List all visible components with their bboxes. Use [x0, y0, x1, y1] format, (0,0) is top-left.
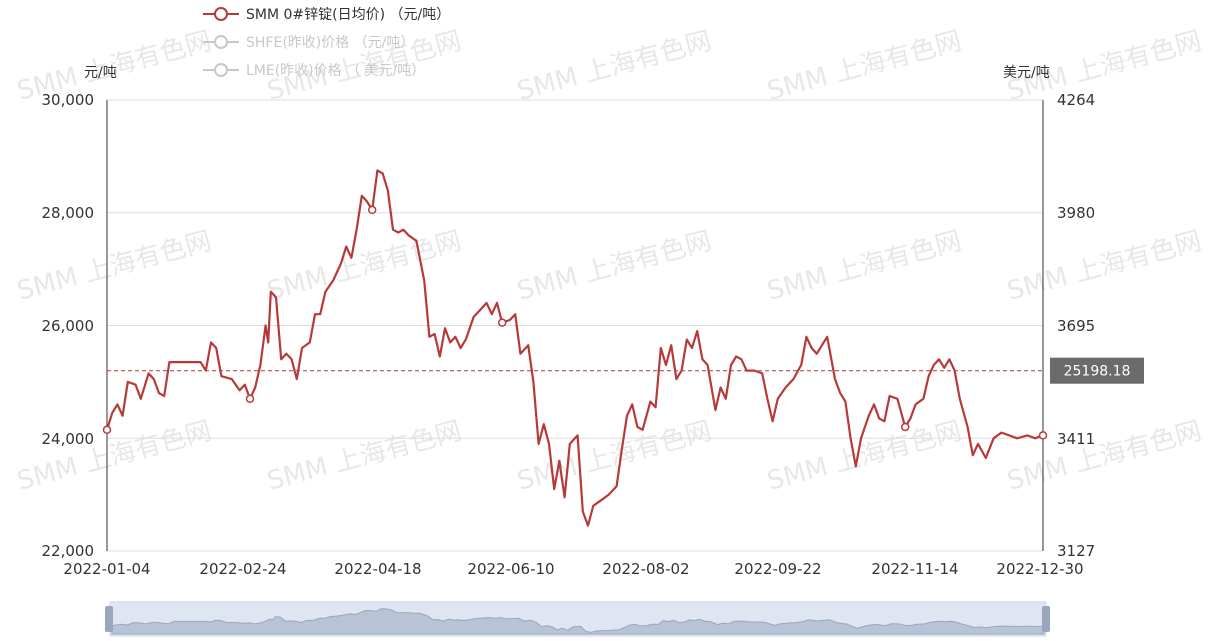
legend-marker-lme — [214, 63, 228, 77]
average-mark-badge — [1050, 357, 1144, 384]
series-markers — [102, 205, 1048, 440]
left-axis-unit: 元/吨 — [84, 65, 117, 81]
legend-marker-smm — [214, 7, 228, 21]
series-line-smm — [105, 169, 1044, 527]
x-tick-labels: 2022-01-04 2022-02-24 2022-04-18 2022-06… — [63, 560, 1083, 578]
right-tick-label: 3127 — [1057, 542, 1095, 560]
legend-item-smm[interactable]: SMM 0#锌锭(日均价) （元/吨） — [203, 7, 450, 23]
right-tick-label: 3695 — [1057, 317, 1095, 335]
watermark-text: SMM 上海有色网 — [14, 226, 215, 307]
x-tick-label: 2022-08-02 — [602, 560, 689, 578]
watermark-text: SMM 上海有色网 — [514, 226, 715, 307]
series-point — [900, 422, 910, 432]
average-mark-label: 25198.18 — [1064, 364, 1131, 380]
watermark-text: SMM 上海有色网 — [1004, 416, 1205, 497]
legend-label-lme: LME(昨收)价格 （ 美元/吨） — [246, 63, 425, 79]
right-tick-label: 4264 — [1057, 91, 1095, 109]
watermark-text: SMM 上海有色网 — [764, 26, 965, 107]
x-tick-label: 2022-11-14 — [871, 560, 958, 578]
watermark-text: SMM 上海有色网 — [264, 416, 465, 497]
series-point — [1038, 431, 1048, 440]
slider-handle-right[interactable] — [1042, 606, 1050, 632]
x-tick-label: 2022-12-30 — [996, 560, 1083, 578]
left-tick-label: 30,000 — [42, 91, 95, 109]
legend-item-lme[interactable]: LME(昨收)价格 （ 美元/吨） — [203, 63, 425, 79]
watermark-text: SMM 上海有色网 — [764, 226, 965, 307]
slider-handle-left[interactable] — [105, 606, 113, 632]
right-tick-labels: 4264 3980 3695 3411 3127 — [1057, 91, 1095, 560]
x-tick-label: 2022-04-18 — [334, 560, 421, 578]
watermark-text: SMM 上海有色网 — [264, 226, 465, 307]
grid-lines — [107, 99, 1043, 552]
legend-item-shfe[interactable]: SHFE(昨收)价格 （元/吨） — [203, 35, 414, 51]
series-point — [497, 318, 507, 327]
x-tick-label: 2022-06-10 — [467, 560, 554, 578]
legend-label-smm: SMM 0#锌锭(日均价) （元/吨） — [246, 7, 450, 23]
left-tick-label: 22,000 — [42, 542, 95, 560]
series-point — [102, 425, 112, 435]
series-point — [245, 394, 255, 404]
watermark-text: SMM 上海有色网 — [14, 416, 215, 497]
series-point — [367, 205, 377, 215]
watermark-text: SMM 上海有色网 — [514, 26, 715, 107]
right-tick-label: 3411 — [1057, 430, 1095, 448]
legend: SMM 0#锌锭(日均价) （元/吨） SHFE(昨收)价格 （元/吨） LME… — [203, 7, 450, 79]
x-tick-label: 2022-02-24 — [199, 560, 286, 578]
left-tick-label: 24,000 — [42, 430, 95, 448]
watermark-text: SMM 上海有色网 — [1004, 226, 1205, 307]
slider-preview — [111, 608, 1045, 635]
legend-marker-shfe — [214, 35, 228, 49]
left-tick-labels: 30,000 28,000 26,000 24,000 22,000 — [42, 91, 95, 560]
x-tick-label: 2022-01-04 — [63, 560, 150, 578]
left-tick-label: 26,000 — [42, 317, 95, 335]
right-tick-label: 3980 — [1057, 204, 1095, 222]
legend-label-shfe: SHFE(昨收)价格 （元/吨） — [246, 35, 414, 51]
data-zoom-slider[interactable] — [105, 601, 1050, 637]
right-axis-unit: 美元/吨 — [1003, 65, 1050, 81]
x-tick-label: 2022-09-22 — [734, 560, 821, 578]
watermark-layer: SMM 上海有色网 SMM 上海有色网 SMM 上海有色网 SMM 上海有色网 SMM … — [14, 26, 1205, 497]
left-tick-label: 28,000 — [42, 204, 95, 222]
